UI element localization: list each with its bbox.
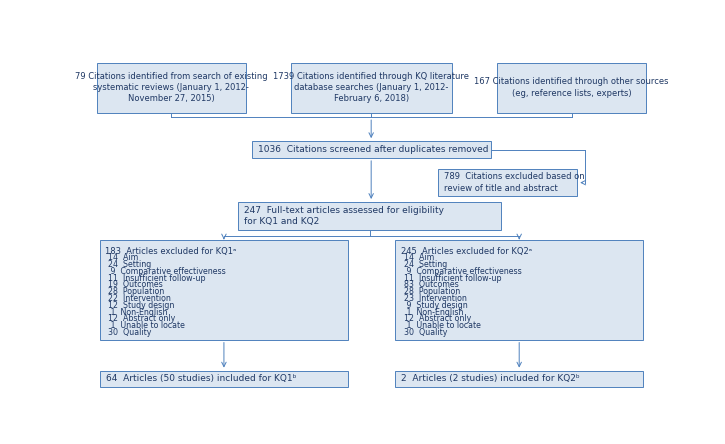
FancyBboxPatch shape	[238, 202, 502, 230]
Text: 30  Quality: 30 Quality	[109, 328, 152, 337]
Text: 9  Study design: 9 Study design	[404, 301, 468, 310]
Text: 1739 Citations identified through KQ literature
database searches (January 1, 20: 1739 Citations identified through KQ lit…	[273, 71, 469, 103]
Text: 2  Articles (2 studies) included for KQ2ᵇ: 2 Articles (2 studies) included for KQ2ᵇ	[402, 374, 580, 384]
Text: 30  Quality: 30 Quality	[404, 328, 447, 337]
FancyBboxPatch shape	[252, 141, 491, 158]
Text: 12  Study design: 12 Study design	[109, 301, 175, 310]
Text: 11  Insufficient follow-up: 11 Insufficient follow-up	[404, 274, 501, 283]
Text: 28  Population: 28 Population	[109, 287, 165, 296]
Text: 22  Intervention: 22 Intervention	[109, 294, 171, 303]
FancyBboxPatch shape	[291, 63, 452, 113]
Text: 64  Articles (50 studies) included for KQ1ᵇ: 64 Articles (50 studies) included for KQ…	[106, 374, 297, 384]
FancyBboxPatch shape	[100, 240, 348, 340]
Text: 247  Full-text articles assessed for eligibility
for KQ1 and KQ2: 247 Full-text articles assessed for elig…	[244, 206, 444, 226]
Text: 12  Abstract only: 12 Abstract only	[404, 314, 471, 323]
Text: 167 Citations identified through other sources
(eg, reference lists, experts): 167 Citations identified through other s…	[474, 77, 668, 98]
Text: 28  Population: 28 Population	[404, 287, 460, 296]
Text: 23  Intervention: 23 Intervention	[404, 294, 467, 303]
FancyBboxPatch shape	[97, 63, 246, 113]
Text: 1  Unable to locate: 1 Unable to locate	[109, 321, 186, 330]
Text: 1  Non-English: 1 Non-English	[109, 308, 168, 317]
Text: 79 Citations identified from search of existing
systematic reviews (January 1, 2: 79 Citations identified from search of e…	[75, 71, 268, 103]
Text: 1  Unable to locate: 1 Unable to locate	[404, 321, 481, 330]
Text: 183  Articles excluded for KQ1ᵃ: 183 Articles excluded for KQ1ᵃ	[105, 246, 237, 256]
Text: 14  Aim: 14 Aim	[404, 254, 434, 262]
FancyBboxPatch shape	[497, 63, 646, 113]
FancyBboxPatch shape	[438, 169, 577, 197]
FancyBboxPatch shape	[100, 371, 348, 388]
Text: 12  Abstract only: 12 Abstract only	[109, 314, 175, 323]
Text: 83  Outcomes: 83 Outcomes	[404, 281, 458, 289]
Text: 9  Comparative effectiveness: 9 Comparative effectiveness	[109, 267, 226, 276]
Text: 14  Aim: 14 Aim	[109, 254, 138, 262]
Text: 1  Non-English: 1 Non-English	[404, 308, 463, 317]
FancyBboxPatch shape	[395, 240, 643, 340]
Text: 9  Comparative effectiveness: 9 Comparative effectiveness	[404, 267, 521, 276]
Text: 24  Setting: 24 Setting	[404, 260, 447, 269]
Text: 1036  Citations screened after duplicates removed: 1036 Citations screened after duplicates…	[258, 145, 489, 154]
Text: 789  Citations excluded based on
review of title and abstract: 789 Citations excluded based on review o…	[444, 172, 584, 193]
Text: 11  Insufficient follow-up: 11 Insufficient follow-up	[109, 274, 206, 283]
Text: 24  Setting: 24 Setting	[109, 260, 152, 269]
Text: 19  Outcomes: 19 Outcomes	[109, 281, 163, 289]
FancyBboxPatch shape	[395, 371, 643, 388]
Text: 245  Articles excluded for KQ2ᵃ: 245 Articles excluded for KQ2ᵃ	[401, 246, 531, 256]
